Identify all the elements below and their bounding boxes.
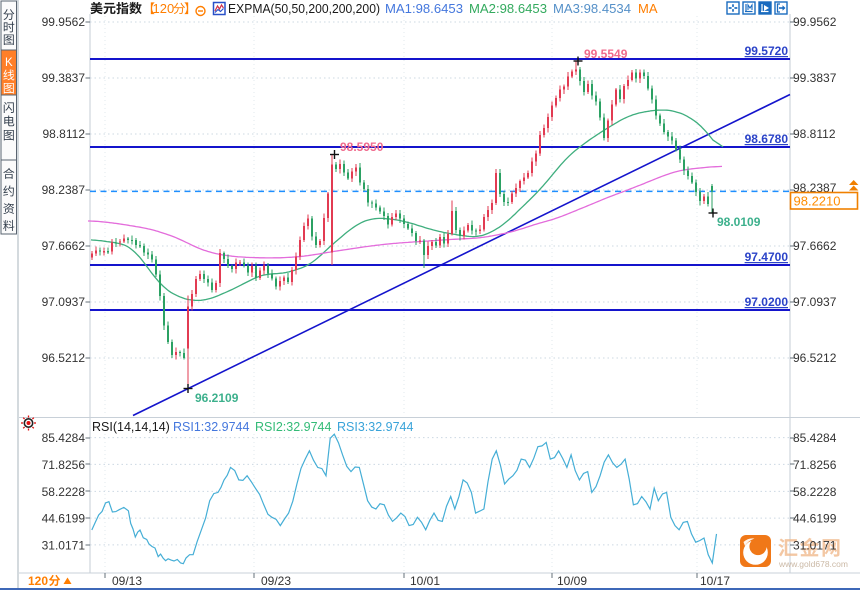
svg-text:99.9562: 99.9562 — [793, 15, 837, 29]
svg-text:MA: MA — [638, 1, 658, 16]
svg-text:K: K — [5, 57, 13, 69]
svg-text:98.0109: 98.0109 — [717, 215, 761, 229]
svg-text:98.2387: 98.2387 — [793, 181, 837, 195]
svg-text:44.6199: 44.6199 — [42, 512, 86, 526]
svg-text:98.8112: 98.8112 — [793, 127, 836, 141]
svg-text:31.0171: 31.0171 — [42, 538, 86, 552]
svg-text:71.8256: 71.8256 — [793, 458, 837, 472]
svg-text:09/13: 09/13 — [112, 574, 142, 588]
svg-text:RSI(14,14,14): RSI(14,14,14) — [92, 420, 170, 434]
svg-text:120: 120 — [153, 1, 175, 16]
svg-text:120: 120 — [28, 574, 48, 588]
svg-text:96.5212: 96.5212 — [793, 351, 837, 365]
svg-text:10/09: 10/09 — [557, 574, 587, 588]
svg-text:98.2210: 98.2210 — [794, 194, 841, 209]
svg-text:99.5549: 99.5549 — [584, 47, 628, 61]
svg-text:85.4284: 85.4284 — [793, 431, 837, 445]
svg-text:10/01: 10/01 — [410, 574, 440, 588]
svg-text:98.8112: 98.8112 — [43, 127, 86, 141]
svg-text:98.6780: 98.6780 — [745, 132, 789, 146]
svg-text:99.3837: 99.3837 — [42, 71, 86, 85]
svg-text:97.0937: 97.0937 — [793, 295, 837, 309]
svg-text:96.5212: 96.5212 — [42, 351, 86, 365]
svg-text:44.6199: 44.6199 — [793, 512, 837, 526]
svg-text:58.2228: 58.2228 — [42, 485, 86, 499]
svg-text:99.9562: 99.9562 — [42, 15, 86, 29]
svg-text:31.0171: 31.0171 — [793, 538, 837, 552]
svg-text:MA1:98.6453: MA1:98.6453 — [385, 1, 463, 16]
svg-text:97.0937: 97.0937 — [42, 295, 86, 309]
svg-text:RSI2:32.9744: RSI2:32.9744 — [255, 420, 331, 434]
svg-text:MA3:98.4534: MA3:98.4534 — [553, 1, 631, 16]
svg-text:98.2387: 98.2387 — [42, 183, 86, 197]
svg-text:71.8256: 71.8256 — [42, 458, 86, 472]
svg-text:RSI3:32.9744: RSI3:32.9744 — [337, 420, 413, 434]
svg-text:10/17: 10/17 — [700, 574, 730, 588]
svg-text:85.4284: 85.4284 — [42, 431, 86, 445]
svg-text:09/23: 09/23 — [261, 574, 291, 588]
svg-text:RSI1:32.9744: RSI1:32.9744 — [173, 420, 249, 434]
svg-text:99.5720: 99.5720 — [745, 44, 789, 58]
svg-text:97.6662: 97.6662 — [793, 239, 837, 253]
svg-text:99.3837: 99.3837 — [793, 71, 837, 85]
svg-text:www.gold678.com: www.gold678.com — [778, 559, 848, 569]
svg-text:97.0200: 97.0200 — [745, 295, 789, 309]
svg-text:EXPMA(50,50,200,200,200): EXPMA(50,50,200,200,200) — [228, 1, 380, 16]
svg-text:58.2228: 58.2228 — [793, 485, 837, 499]
svg-text:98.5950: 98.5950 — [340, 140, 384, 154]
svg-text:97.6662: 97.6662 — [42, 239, 86, 253]
svg-text:MA2:98.6453: MA2:98.6453 — [469, 1, 547, 16]
svg-text:96.2109: 96.2109 — [195, 391, 239, 405]
svg-text:97.4700: 97.4700 — [745, 250, 789, 264]
